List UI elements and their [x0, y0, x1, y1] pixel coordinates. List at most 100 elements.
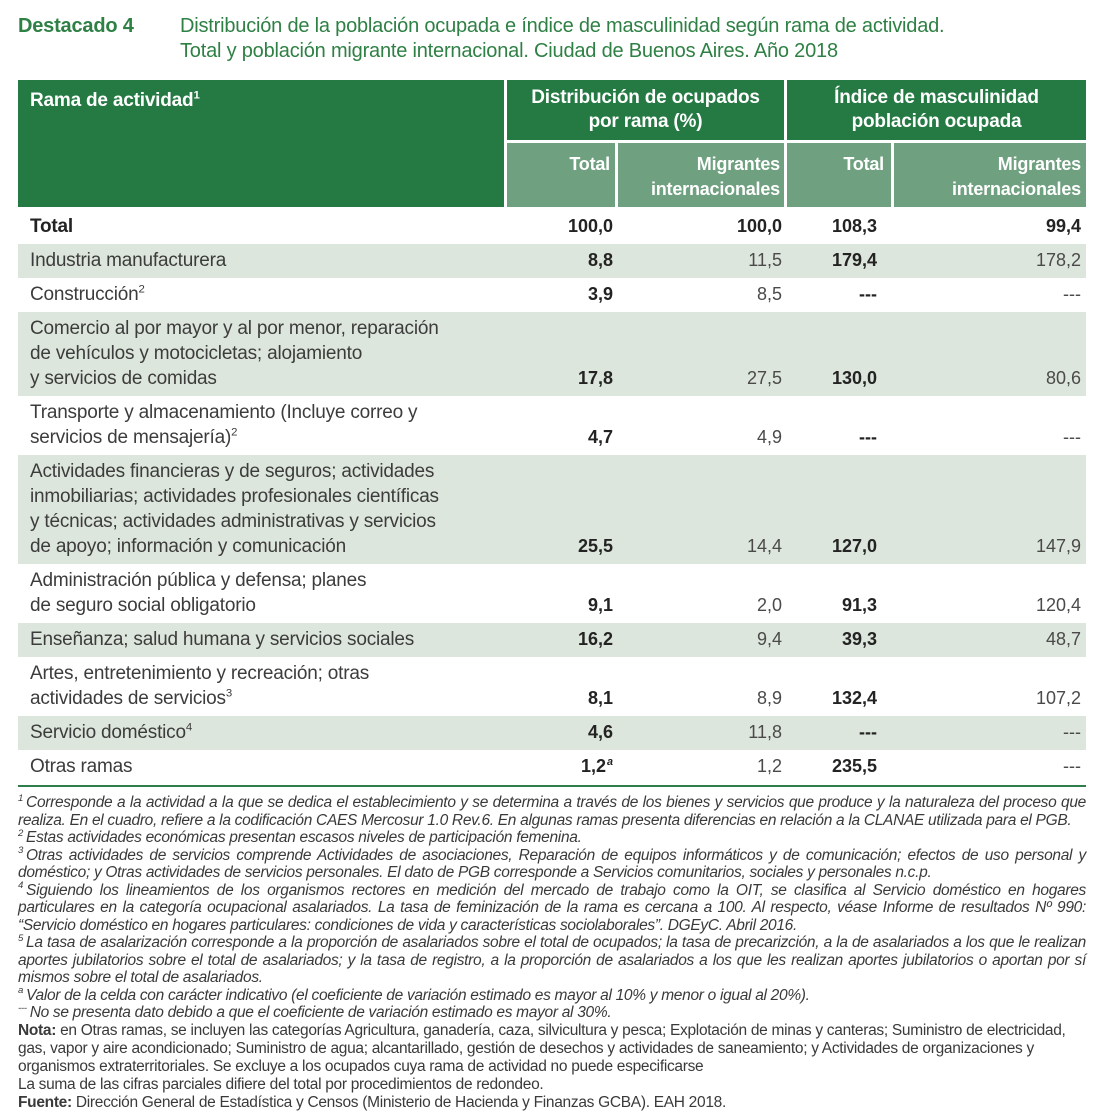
data-table: Total 100,0 100,0 108,3 99,4 Industria m…	[18, 210, 1086, 784]
table-row: Otras ramas 1,2a 1,2 235,5 ---	[18, 750, 1086, 784]
cell-dist-migrantes: 9,4	[617, 623, 786, 657]
cell-dist-total: 8,8	[506, 244, 617, 278]
cell-indice-migrantes: 80,6	[893, 312, 1086, 396]
row-label: Comercio al por mayor y al por menor, re…	[18, 312, 506, 396]
cell-dist-migrantes: 1,2	[756, 756, 782, 776]
cell-indice-total: ---	[786, 716, 893, 750]
cell-dist-total: 100,0	[567, 216, 613, 236]
column-group-distribucion: Distribución de ocupados por rama (%)	[507, 80, 784, 140]
cell-indice-total: 179,4	[786, 244, 893, 278]
footnote-a: a Valor de la celda con carácter indicati…	[18, 985, 810, 1004]
cell-indice-total: ---	[859, 427, 877, 447]
cell-dist-total: 17,8	[506, 312, 617, 396]
cell-dist-total: 16,2	[506, 623, 617, 657]
footnote-4: 4 Siguiendo los lineamientos de los organ…	[18, 880, 1086, 934]
footnote-2: 2 Estas actividades económicas presentan …	[18, 827, 582, 846]
page-title: Distribución de la población ocupada e í…	[180, 15, 945, 62]
cell-indice-total: 132,4	[831, 688, 877, 708]
footnote-3: 3 Otras actividades de servicios comprend…	[18, 845, 1086, 881]
bottom-notes: Nota: en Otras ramas, se incluyen las cat…	[18, 1022, 1086, 1112]
cell-indice-migrantes: 99,4	[1045, 216, 1081, 236]
cell-dist-total: 4,6	[506, 716, 617, 750]
footnote-marker: a	[18, 985, 24, 997]
subcolumn-indice-migrantes: Migrantes internacionales	[894, 143, 1086, 207]
cell-dist-total: 3,9	[587, 284, 613, 304]
footnote-marker: 4	[18, 880, 24, 892]
cell-indice-migrantes: ---	[1063, 284, 1081, 304]
footnote-ref-2: 2	[231, 426, 238, 439]
table-row: Actividades financieras y de seguros; ac…	[18, 455, 1086, 564]
row-label: Construcción2	[30, 283, 145, 305]
row-label: Otras ramas	[30, 756, 133, 777]
fuente-line: Fuente: Dirección General de Estadística …	[18, 1093, 726, 1111]
table-bottom-rule	[18, 785, 1086, 787]
cell-dist-total: 9,1	[587, 595, 613, 615]
cell-indice-migrantes: 107,2	[1035, 688, 1081, 708]
nota-line: Nota: en Otras ramas, se incluyen las cat…	[18, 1021, 1066, 1075]
table-row: Administración pública y defensa; planes…	[18, 564, 1086, 623]
cell-dist-migrantes: 11,8	[617, 716, 786, 750]
redondeo-line: La suma de las cifras parciales difiere …	[18, 1075, 544, 1093]
row-label: Actividades financieras y de seguros; ac…	[18, 455, 506, 564]
cell-indice-migrantes: ---	[893, 716, 1086, 750]
cell-indice-total: 130,0	[786, 312, 893, 396]
table-row: Servicio doméstico4 4,6 11,8 --- ---	[18, 716, 1086, 750]
cell-indice-total: 235,5	[831, 756, 877, 776]
footnote-ref-2: 2	[138, 283, 145, 296]
cell-indice-migrantes: ---	[1063, 756, 1081, 776]
row-label: Enseñanza; salud humana y servicios soci…	[18, 623, 506, 657]
fuente-label: Fuente:	[18, 1093, 72, 1111]
footnote-1: 1 Corresponde a la actividad a la que se …	[18, 792, 1086, 829]
cell-indice-total: 108,3	[831, 216, 877, 236]
table-row: Comercio al por mayor y al por menor, re…	[18, 312, 1086, 396]
cell-dist-total: 4,7	[587, 427, 613, 447]
subcolumn-distribucion-total: Total	[507, 143, 615, 207]
cell-indice-migrantes: ---	[1063, 427, 1081, 447]
footnote-5: 5 La tasa de asalarización corresponde a …	[18, 932, 1086, 986]
title-block: Destacado 4 Distribución de la población…	[18, 14, 1086, 64]
cell-dist-migrantes: 14,4	[617, 455, 786, 564]
footnote-nodata: --- No se presenta dato debido a que el c…	[18, 1002, 612, 1021]
row-label: Servicio doméstico4	[18, 716, 506, 750]
footnotes: 1 Corresponde a la actividad a la que se …	[18, 794, 1086, 1022]
row-label: Administración pública y defensa; planes…	[30, 570, 367, 616]
cell-indice-total: 127,0	[786, 455, 893, 564]
cell-dist-migrantes: 8,9	[756, 688, 782, 708]
cell-dist-migrantes: 27,5	[617, 312, 786, 396]
footnote-marker: 5	[18, 932, 24, 944]
cell-indice-migrantes: 178,2	[893, 244, 1086, 278]
table-row: Transporte y almacenamiento (Incluye cor…	[18, 396, 1086, 455]
cell-indice-total: 39,3	[786, 623, 893, 657]
footnote-marker: ---	[18, 1002, 27, 1014]
footnote-ref-a: a	[606, 756, 613, 768]
footnote-marker: 2	[18, 827, 24, 839]
cell-indice-total: 91,3	[841, 595, 877, 615]
table-header: Rama de actividad1 Distribución de ocupa…	[18, 80, 1086, 207]
cell-indice-total: ---	[859, 284, 877, 304]
table-row: Total 100,0 100,0 108,3 99,4	[18, 210, 1086, 244]
cell-dist-total: 8,1	[587, 688, 613, 708]
footnote-marker: 1	[18, 792, 24, 804]
row-label: Total	[30, 216, 73, 237]
cell-dist-migrantes: 11,5	[617, 244, 786, 278]
footnote-marker: 3	[18, 845, 24, 857]
cell-indice-migrantes: 120,4	[1035, 595, 1081, 615]
table-row: Construcción2 3,9 8,5 --- ---	[18, 278, 1086, 312]
nota-label: Nota:	[18, 1021, 57, 1039]
footnote-ref-4: 4	[185, 721, 192, 734]
column-header-rama: Rama de actividad1	[18, 80, 504, 207]
table-row: Artes, entretenimiento y recreación; otr…	[18, 657, 1086, 716]
column-group-indice-masculinidad: Índice de masculinidad población ocupada	[787, 80, 1086, 140]
cell-dist-migrantes: 8,5	[756, 284, 782, 304]
row-label: Transporte y almacenamiento (Incluye cor…	[30, 402, 418, 448]
column-header-rama-label: Rama de actividad	[30, 90, 194, 111]
table-row: Industria manufacturera 8,8 11,5 179,4 1…	[18, 244, 1086, 278]
cell-indice-migrantes: 48,7	[893, 623, 1086, 657]
table-row: Enseñanza; salud humana y servicios soci…	[18, 623, 1086, 657]
cell-indice-migrantes: 147,9	[893, 455, 1086, 564]
row-label: Artes, entretenimiento y recreación; otr…	[30, 663, 370, 709]
cell-dist-migrantes: 2,0	[756, 595, 782, 615]
subcolumn-distribucion-migrantes: Migrantes internacionales	[618, 143, 784, 207]
footnote-ref-1: 1	[193, 89, 200, 102]
